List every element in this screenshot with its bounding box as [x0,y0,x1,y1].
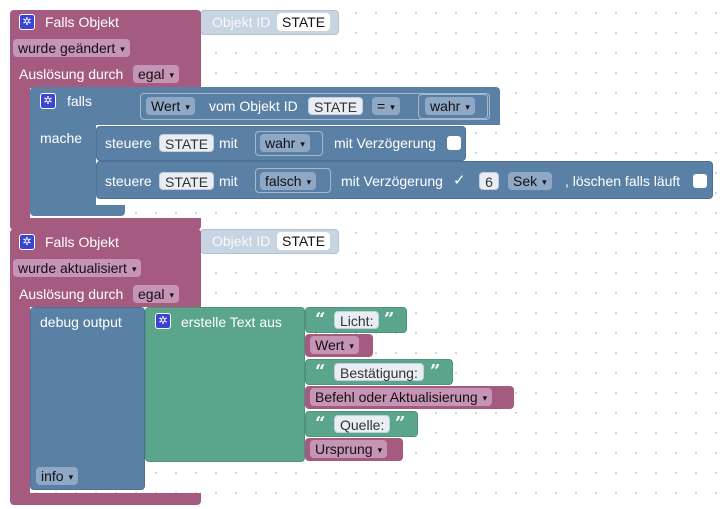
gear-icon[interactable]: ✲ [40,93,56,109]
value-block[interactable]: Ursprung ▾ [305,438,403,461]
condition-value-socket [418,94,488,119]
control-block-1[interactable]: steuere STATE mit wahr ▾ mit Verzögerung [96,126,466,161]
chevron-down-icon: ▾ [390,102,395,112]
text-join-block[interactable]: ✲ erstelle Text aus [145,307,305,462]
with-label: mit [219,173,238,189]
clear-label: , löschen falls läuft [565,173,681,189]
if-block-arm [30,124,96,206]
with-label: mit [219,135,238,151]
control-object-value[interactable]: STATE [159,134,215,152]
text-literal-block[interactable]: “ Bestätigung: ” [305,359,453,385]
close-quote-icon: ” [395,413,406,434]
chevron-down-icon: ▾ [131,264,137,274]
from-object-label: vom Objekt ID [209,98,298,114]
chevron-down-icon: ▾ [120,44,125,54]
chevron-down-icon: ▾ [169,70,174,80]
delay-label: mit Verzögerung [334,135,436,151]
chevron-down-icon: ▾ [465,102,470,112]
chevron-down-icon: ▾ [482,393,488,403]
control-object-value[interactable]: STATE [159,172,215,190]
clear-checkbox[interactable] [693,174,707,188]
delay-value-field[interactable]: 6 [479,172,499,190]
condition-socket[interactable] [140,93,490,120]
delay-checkbox[interactable] [447,136,461,150]
unit-dropdown[interactable]: Sek ▾ [508,172,552,190]
event-block-left-arm [10,306,30,494]
property-dropdown[interactable]: Wert ▾ [310,336,359,354]
event-block-footer [10,493,201,505]
object-id-value[interactable]: STATE [277,13,331,31]
condition-object-value[interactable]: STATE [308,97,364,115]
text-join-label: erstelle Text aus [181,314,282,330]
object-id-label: Objekt ID [212,14,271,30]
chevron-down-icon: ▾ [349,341,354,351]
text-literal-field[interactable]: Quelle: [334,415,391,433]
debug-output-block[interactable]: debug output info ▾ [30,307,145,490]
debug-label: debug output [40,314,122,330]
operator-dropdown[interactable]: = ▾ [372,97,400,115]
control-block-2[interactable]: steuere STATE mit falsch ▾ mit Verzögerun… [96,161,713,199]
event-block-footer [10,218,201,230]
open-quote-icon: “ [315,413,326,434]
text-literal-block[interactable]: “ Licht: ” [305,307,407,333]
change-type-dropdown[interactable]: wurde geändert ▾ [13,39,130,57]
event-title: Falls Objekt [45,14,119,30]
value-socket [255,168,331,193]
if-label: falls [67,93,92,109]
property-dropdown[interactable]: Wert ▾ [146,97,195,115]
trigger-label: Auslösung durch [19,286,124,302]
change-type-dropdown[interactable]: wurde aktualisiert ▾ [13,259,142,277]
close-quote-icon: ” [384,309,395,330]
open-quote-icon: “ [315,361,326,382]
trigger-dropdown[interactable]: egal ▾ [133,285,179,303]
chevron-down-icon: ▾ [68,472,74,482]
gear-icon[interactable]: ✲ [19,14,35,30]
object-id-block-2[interactable]: Objekt ID STATE [200,229,339,254]
condition-value-dropdown[interactable]: wahr ▾ [425,97,475,115]
delay-label: mit Verzögerung [341,173,443,189]
control-label: steuere [105,135,152,151]
gear-icon[interactable]: ✲ [155,313,171,329]
do-label: mache [40,130,83,146]
event-block-left-arm [10,87,30,219]
property-dropdown[interactable]: Befehl oder Aktualisierung ▾ [310,388,493,406]
gear-icon[interactable]: ✲ [19,234,35,250]
value-dropdown[interactable]: wahr ▾ [260,134,310,152]
value-dropdown[interactable]: falsch ▾ [260,172,317,190]
value-block[interactable]: Befehl oder Aktualisierung ▾ [305,386,514,409]
object-id-label: Objekt ID [212,233,271,249]
trigger-dropdown[interactable]: egal ▾ [133,65,179,83]
chevron-down-icon: ▾ [169,290,174,300]
chevron-down-icon: ▾ [542,177,547,187]
value-socket [255,131,323,156]
text-literal-field[interactable]: Licht: [334,311,380,329]
level-dropdown[interactable]: info ▾ [36,467,79,485]
trigger-label: Auslösung durch [19,66,124,82]
property-dropdown[interactable]: Ursprung ▾ [310,440,388,458]
chevron-down-icon: ▾ [185,102,190,112]
close-quote-icon: ” [430,361,441,382]
if-block-footer [30,205,125,216]
object-id-block-1[interactable]: Objekt ID STATE [200,10,339,35]
control-label: steuere [105,173,152,189]
value-block[interactable]: Wert ▾ [305,334,373,357]
chevron-down-icon: ▾ [300,139,305,149]
checkmark-icon[interactable]: ✓ [453,172,466,189]
event-title: Falls Objekt [45,234,119,250]
text-literal-field[interactable]: Bestätigung: [334,363,424,381]
chevron-down-icon: ▾ [306,177,312,187]
object-id-value[interactable]: STATE [277,232,331,250]
open-quote-icon: “ [315,309,326,330]
chevron-down-icon: ▾ [377,445,383,455]
text-literal-block[interactable]: “ Quelle: ” [305,411,418,437]
